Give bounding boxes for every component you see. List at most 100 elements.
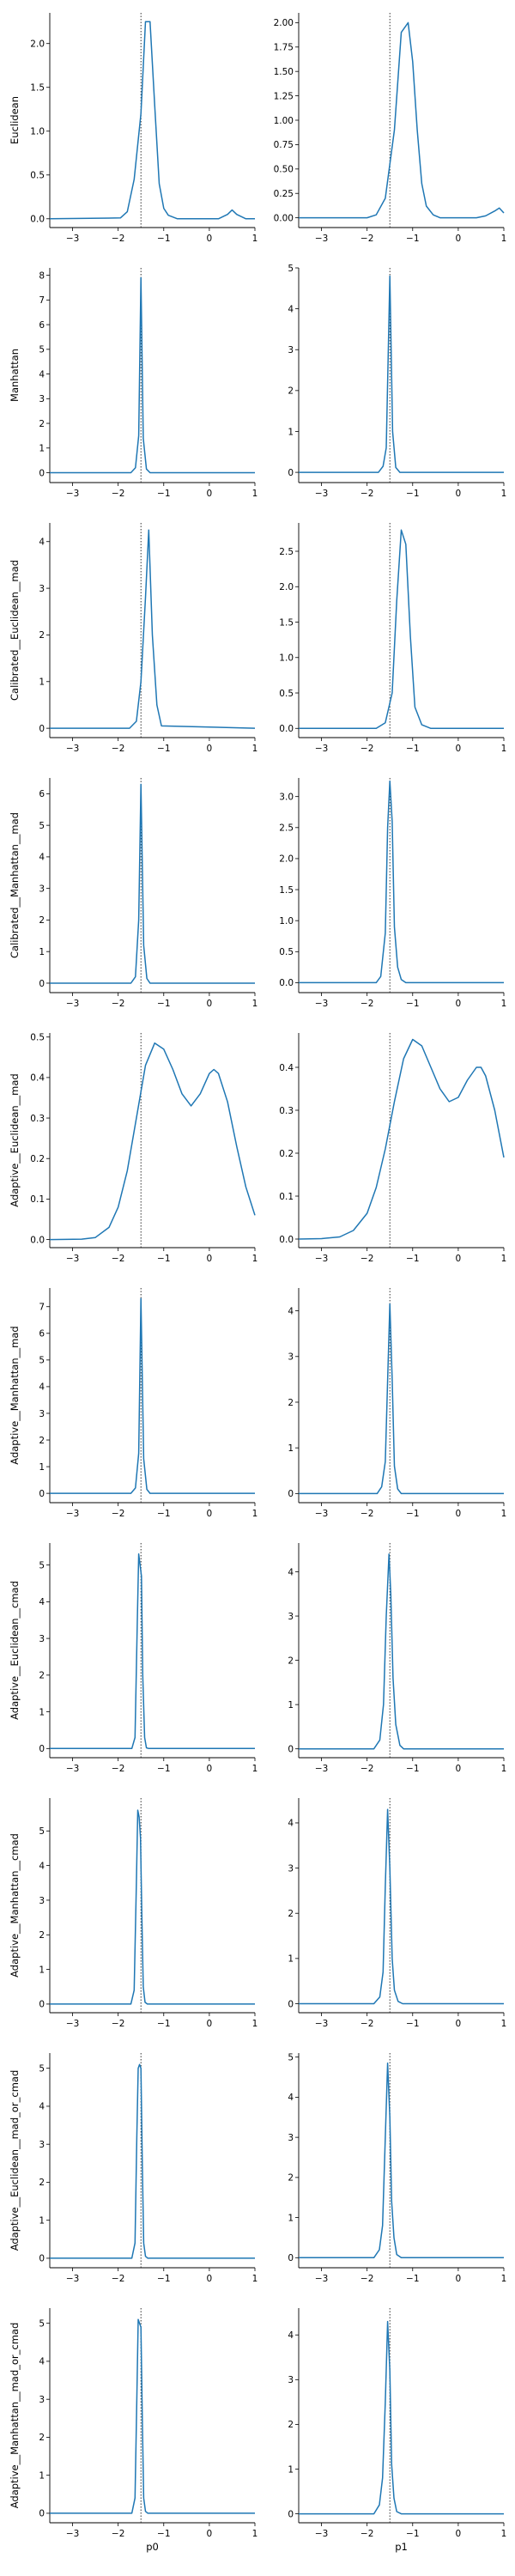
y-tick-label: 3 (288, 2133, 294, 2143)
panel-4-p1: −3 −2 −1 0 1 0.0 0.5 1.0 1.5 2.0 2.5 3.0 (279, 778, 506, 1009)
y-tick-label: 0 (288, 2509, 294, 2519)
y-tick-label: 0.4 (30, 1073, 45, 1084)
y-tick-label: 5 (39, 2063, 45, 2074)
x-tick-label: 0 (456, 1764, 462, 1774)
x-tick-label: −2 (112, 999, 124, 1009)
y-tick-label: 3.0 (279, 792, 294, 802)
x-tick-label: −1 (157, 234, 170, 244)
y-tick-label: 1 (288, 427, 294, 437)
x-tick-label: 0 (456, 2019, 462, 2029)
y-tick-label: 0.5 (30, 1033, 45, 1043)
y-tick-label: 0 (39, 1744, 45, 1754)
x-tick-label: −1 (157, 1509, 170, 1519)
x-tick-label: −1 (406, 2019, 419, 2029)
y-tick-label: 0 (39, 2254, 45, 2264)
row-7: Adaptive__Euclidean__cmad−3 −2 −1 0 1012345−… (9, 1543, 506, 1774)
y-tick-label: 0.00 (274, 213, 294, 223)
y-tick-label: 0.0 (279, 1235, 294, 1245)
y-tick-label: 4 (39, 538, 45, 548)
x-tick-label: −2 (112, 1509, 124, 1519)
y-tick-label: 1.50 (274, 67, 294, 77)
x-tick-label: 1 (501, 1764, 507, 1774)
density-line (50, 783, 255, 984)
density-line (299, 780, 504, 984)
panel-9-p0: −3 −2 −1 0 1 0 1 2 3 4 5 (39, 2053, 258, 2284)
x-tick-label: −3 (315, 1509, 328, 1519)
x-tick-label: −2 (360, 999, 373, 1009)
x-tick-label: −1 (406, 234, 419, 244)
y-tick-label: 6 (39, 1329, 45, 1340)
x-tick-label: −2 (360, 2529, 373, 2539)
x-tick-label: −3 (315, 489, 328, 499)
y-tick-label: 2 (39, 2433, 45, 2443)
x-tick-label: 1 (252, 2529, 258, 2539)
y-tick-label: 0 (39, 2000, 45, 2010)
y-tick-label: 5 (39, 2318, 45, 2329)
panel-10-p0: −3 −2 −1 0 1 0 1 2 3 4 5 p0 (39, 2308, 258, 2553)
y-tick-label: 0.50 (274, 165, 294, 175)
y-tick-label: 0 (288, 1999, 294, 2009)
y-tick-label: 2 (39, 1671, 45, 1681)
x-tick-label: −3 (315, 744, 328, 754)
x-tick-label: −2 (112, 1254, 124, 1264)
y-tick-label: 1 (39, 947, 45, 957)
y-tick-label: 4 (39, 1597, 45, 1607)
x-tick-label: −2 (360, 489, 373, 499)
y-tick-label: 3 (39, 2140, 45, 2150)
y-tick-label: 1 (288, 1954, 294, 1965)
x-tick-label: −1 (406, 2529, 419, 2539)
y-tick-label: 3 (39, 2395, 45, 2405)
x-tick-label: −3 (315, 234, 328, 244)
x-tick-label: −1 (157, 744, 170, 754)
density-line (298, 1038, 505, 1240)
y-tick-label: 5 (39, 1826, 45, 1837)
y-tick-label: 0.0 (30, 1235, 45, 1245)
x-tick-label: 1 (252, 2274, 258, 2284)
density-line (50, 1553, 255, 1750)
x-tick-label: −1 (157, 2529, 170, 2539)
x-tick-label: 1 (252, 1509, 258, 1519)
y-tick-label: 0.2 (279, 1149, 294, 1159)
y-tick-label: 1 (288, 1700, 294, 1710)
y-tick-label: 6 (39, 789, 45, 799)
y-tick-label: 2 (39, 2178, 45, 2188)
x-tick-label: 0 (207, 2274, 213, 2284)
density-line (50, 276, 255, 474)
column-xlabel: p0 (146, 2541, 159, 2553)
row-ylabel: Euclidean (9, 96, 21, 144)
x-tick-label: −1 (406, 999, 419, 1009)
y-tick-label: 1.5 (279, 885, 294, 896)
panel-9-p1: −3 −2 −1 0 1 0 1 2 3 4 5 (288, 2052, 506, 2284)
row-6: Adaptive__Manhattan__mad −3 −2 −1 0 1 0 1 2 3 4 5 6 7… (9, 1288, 506, 1519)
x-tick-label: −3 (66, 2019, 79, 2029)
x-tick-label: −3 (66, 1509, 79, 1519)
panel-1-p1: −3 −2 −1 0 1 0.00 0.25 0.50 0.75 1.00 1.25 1.50 1.75… (274, 13, 506, 244)
y-tick-label: 5 (288, 264, 294, 274)
y-tick-label: 0.4 (279, 1063, 294, 1073)
y-tick-label: 1.00 (274, 116, 294, 126)
x-tick-label: 1 (501, 1254, 507, 1264)
panel-5-p0: −3 −2 −1 0 1 0.0 0.1 0.2 0.3 0.4 0.5 (30, 1033, 258, 1264)
x-tick-label: −3 (315, 1254, 328, 1264)
y-tick-label: 0.5 (279, 947, 294, 957)
y-tick-label: 0.0 (279, 978, 294, 988)
row-ylabel: Adaptive__Manhattan__mad (9, 1326, 21, 1464)
x-tick-label: 0 (456, 2529, 462, 2539)
x-tick-label: 0 (456, 1254, 462, 1264)
y-tick-label: 2.00 (274, 18, 294, 28)
density-line (299, 1303, 504, 1495)
y-tick-label: 1 (39, 1462, 45, 1473)
density-line (49, 1042, 256, 1241)
panel-7-p1: −3 −2 −1 0 1 0 1 2 3 4 (288, 1543, 506, 1774)
y-tick-label: 0 (39, 468, 45, 478)
y-tick-label: 1 (39, 2215, 45, 2226)
row-5: Adaptive__Euclidean__mad −3 −2 −1 0 1 0.0 0.1 0.… (9, 1033, 506, 1264)
y-tick-label: 3 (39, 1896, 45, 1906)
y-tick-label: 0.0 (279, 724, 294, 734)
y-tick-label: 4 (39, 1382, 45, 1393)
density-line (299, 529, 504, 730)
panel-1-p0: −3 −2 −1 0 1 0.0 0.5 1.0 1.5 2.0 (30, 13, 258, 244)
y-tick-label: 0.1 (30, 1194, 45, 1205)
y-tick-label: 5 (39, 345, 45, 355)
x-tick-label: −3 (315, 2019, 328, 2029)
